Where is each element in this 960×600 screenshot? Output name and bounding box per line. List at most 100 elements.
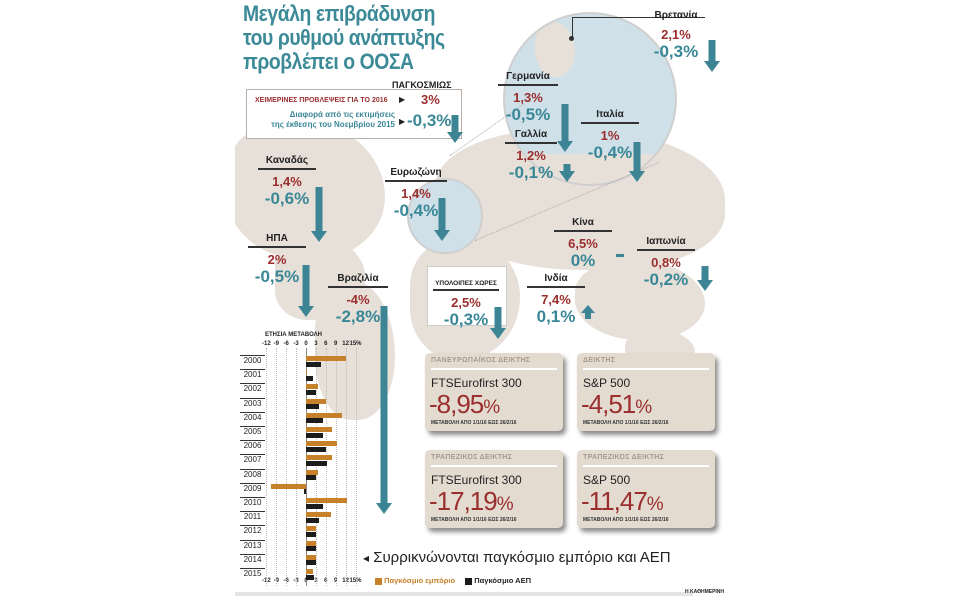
card-index-name: S&P 500 xyxy=(583,473,631,487)
chart-title: ΕΤΗΣΙΑ ΜΕΤΑΒΟΛΗ xyxy=(265,332,322,338)
france-down-arrow-icon xyxy=(559,164,575,182)
x-tick-label: 12 xyxy=(342,341,349,347)
year-label: 2002 xyxy=(240,383,265,393)
country-eurozone: Ευρωζώνη 1,4% -0,4% xyxy=(385,162,447,220)
year-label: 2014 xyxy=(240,553,265,564)
forecast-value: 7,4% xyxy=(541,292,571,307)
gdp-bar xyxy=(306,418,323,424)
gdp-bar xyxy=(306,531,316,537)
trade-bar xyxy=(306,370,307,376)
country-rest-of-world: ΥΠΟΛΟΙΠΕΣ ΧΩΡΕΣ 2,5% -0,3% xyxy=(433,272,499,329)
country-germany: Γερμανία 1,3% -0,5% xyxy=(498,66,558,124)
card-index-name: S&P 500 xyxy=(583,376,631,390)
footer-rule xyxy=(235,592,693,596)
country-usa: ΗΠΑ 2% -0,5% xyxy=(248,228,306,286)
diff-value: -0,1% xyxy=(508,163,554,182)
trade-bar xyxy=(306,412,343,418)
footer-credit: Η ΚΑΘΗΜΕΡΙΝΗ xyxy=(685,589,725,595)
card-note: ΜΕΤΑΒΟΛΗ ΑΠΟ 1/1/16 ΕΩΣ 26/2/16 xyxy=(583,420,669,426)
year-label: 2008 xyxy=(240,468,265,479)
global-forecast-value: 3% xyxy=(421,92,440,107)
diff-value: -2,8% xyxy=(335,307,381,326)
trade-bar xyxy=(306,398,326,404)
gdp-bar xyxy=(306,389,316,395)
country-name: Ιαπωνία xyxy=(637,236,695,251)
brazil-down-arrow-icon xyxy=(376,306,392,516)
country-india: Ινδία 7,4% 0,1% xyxy=(527,268,585,326)
card-title: ΔΕΙΚΤΗΣ xyxy=(583,357,616,364)
country-britain: Βρετανία 2,1% -0,3% xyxy=(635,5,717,61)
germany-down-arrow-icon xyxy=(557,104,573,152)
card-value: -4,51% xyxy=(581,389,652,419)
legend-gdp-swatch xyxy=(465,577,473,585)
legend-trade-label: Παγκόσμιο εμπόριο xyxy=(384,576,456,585)
forecast-value: 2,1% xyxy=(661,27,691,42)
india-up-arrow-icon xyxy=(581,305,597,319)
gdp-bar xyxy=(306,546,316,552)
eurozone-down-arrow-icon xyxy=(434,198,450,241)
trade-bar xyxy=(306,554,316,560)
diff-value: -0,3% xyxy=(653,42,699,61)
card-title: ΠΑΝΕΥΡΩΠΑΪΚΟΣ ΔΕΙΚΤΗΣ xyxy=(431,357,531,364)
year-label: 2012 xyxy=(240,525,265,535)
year-label: 2009 xyxy=(240,482,265,493)
trade-bar xyxy=(306,526,316,532)
trade-bar xyxy=(306,427,333,432)
title-line-2: του ρυθμού ανάπτυξης xyxy=(243,25,445,50)
forecast-value: 0,8% xyxy=(651,255,681,270)
gdp-bar xyxy=(306,404,320,410)
grid-line xyxy=(286,348,288,586)
x-tick-label: -3 xyxy=(293,341,299,347)
diff-value: -0,5% xyxy=(505,105,551,124)
year-label: 2011 xyxy=(240,511,265,521)
britain-pointer-dot xyxy=(569,36,574,41)
map-north-america xyxy=(235,120,385,260)
gdp-bar xyxy=(306,361,321,367)
country-china: Κίνα 6,5% 0% xyxy=(554,212,612,270)
gdp-bar xyxy=(306,446,326,452)
x-tick-label: -6 xyxy=(283,341,289,347)
gdp-bar xyxy=(306,432,323,438)
caption-text: Συρρικνώνονται παγκόσμιο εμπόριο και ΑΕΠ xyxy=(373,549,671,566)
card-title: ΤΡΑΠΕΖΙΚΟΣ ΔΕΙΚΤΗΣ xyxy=(431,454,513,461)
card-index-name: FTSEurofirst 300 xyxy=(431,473,522,487)
chart-legend: Παγκόσμιο εμπόριο Παγκόσμιο ΑΕΠ xyxy=(375,576,531,585)
trade-gdp-bar-chart: ΕΤΗΣΙΑ ΜΕΤΑΒΟΛΗ -12 -9 -6 -3 0 3 6 9 12 15% -12 -9… xyxy=(235,328,375,588)
china-flat-dash-icon xyxy=(616,254,624,257)
gdp-bar xyxy=(306,375,313,381)
trade-bar xyxy=(306,512,331,518)
grid-line xyxy=(345,348,347,586)
diff-value: -0,5% xyxy=(254,267,300,286)
diff-marker-icon: ▶ xyxy=(399,117,406,126)
year-label: 2015 xyxy=(240,568,265,578)
card-sp500: ΔΕΙΚΤΗΣ S&P 500 -4,51% ΜΕΤΑΒΟΛΗ ΑΠΟ 1/1/… xyxy=(577,353,715,431)
country-name: ΥΠΟΛΟΙΠΕΣ ΧΩΡΕΣ xyxy=(433,280,499,291)
forecast-value: 6,5% xyxy=(568,236,598,251)
caption-marker-icon: ◂ xyxy=(363,551,370,565)
grid-line xyxy=(276,348,278,586)
usa-down-arrow-icon xyxy=(298,265,314,317)
x-tick-label: 6 xyxy=(324,341,328,347)
country-name: Γαλλία xyxy=(505,129,557,144)
trade-bar xyxy=(306,469,318,475)
diff-value: 0,1% xyxy=(536,307,576,326)
year-label: 2003 xyxy=(240,397,265,408)
forecast-label: ΧΕΙΜΕΡΙΝΕΣ ΠΡΟΒΛΕΨΕΙΣ ΓΙΑ ΤΟ 2016 xyxy=(255,97,388,104)
forecast-value: 1,4% xyxy=(272,174,302,189)
diff-label-line-2: της έκθεσης του Νοεμβρίου 2015 xyxy=(271,120,395,129)
europe-zoom-globe xyxy=(503,12,677,186)
trade-bar xyxy=(306,455,333,461)
title-line-3: προβλέπει ο ΟΟΣΑ xyxy=(243,49,414,74)
forecast-value: 1,3% xyxy=(513,90,543,105)
gdp-bar xyxy=(306,503,323,509)
trade-bar xyxy=(306,384,318,390)
gdp-bar xyxy=(306,460,328,466)
country-name: Ινδία xyxy=(527,273,585,288)
trade-bar xyxy=(306,356,346,361)
forecast-value: 1,2% xyxy=(516,148,546,163)
card-note: ΜΕΤΑΒΟΛΗ ΑΠΟ 1/1/16 ΕΩΣ 26/2/16 xyxy=(583,517,669,523)
title-line-1: Μεγάλη επιβράδυνση xyxy=(243,1,435,26)
country-brazil: Βραζιλία -4% -2,8% xyxy=(328,268,388,326)
x-tick-label: -9 xyxy=(273,341,279,347)
country-name: Γερμανία xyxy=(498,71,558,86)
